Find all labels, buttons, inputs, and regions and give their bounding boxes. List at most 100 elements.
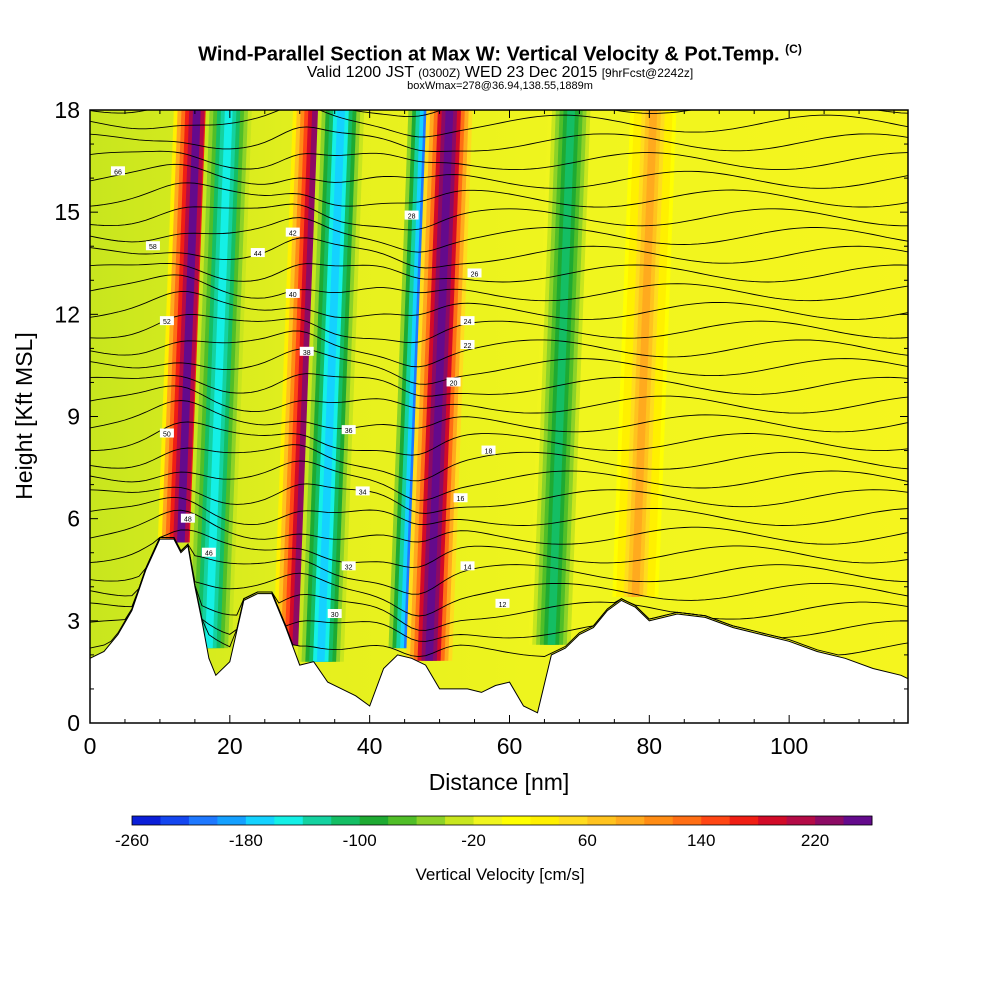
colorbar: -260 -180 -100 -20 60 140 220: [115, 815, 873, 850]
colorbar-tick-label: 140: [687, 831, 715, 850]
isentrope-label: 66: [114, 169, 122, 176]
colorbar-swatch: [843, 816, 873, 825]
isentrope-label: 48: [184, 517, 192, 524]
isentrope-label: 50: [163, 432, 171, 439]
colorbar-label: Vertical Velocity [cm/s]: [415, 865, 584, 884]
chart-title-block: Wind-Parallel Section at Max W: Vertical…: [0, 38, 1000, 92]
velocity-band-5: [425, 110, 454, 661]
isentrope-label-bg: [453, 493, 468, 503]
isentrope-line: [90, 400, 908, 433]
colorbar-tick-label: -100: [343, 831, 377, 850]
colorbar-swatch: [786, 816, 816, 825]
colorbar-swatch: [672, 816, 702, 825]
colorbar-tick-label: -260: [115, 831, 149, 850]
isentrope-label: 52: [163, 319, 171, 326]
colorbar-swatch: [530, 816, 560, 825]
colorbar-swatch: [188, 816, 218, 825]
copyright-mark: (C): [785, 42, 802, 56]
y-tick-label: 0: [67, 710, 80, 736]
isentrope-label: 16: [457, 496, 465, 503]
isentrope-label-bg: [201, 547, 216, 557]
x-tick-label: 100: [770, 733, 808, 759]
isentrope-line: [90, 313, 908, 344]
isentrope-label-bg: [495, 598, 510, 608]
isentrope-label-bg: [481, 445, 496, 455]
isentrope-line: [90, 74, 908, 94]
isentrope-labels: 66 58 52 50 48 46 44 42 40 38 36 34 32 30 28 26 24 22 20 18…: [110, 166, 510, 619]
plot-area: 66 58 52 50 48 46 44 42 40 38 36 34 32 30 28 26 24 22 20 18…: [90, 55, 908, 723]
colorbar-tick-label: -20: [461, 831, 486, 850]
isentrope-label-bg: [467, 268, 482, 278]
isentrope-label-bg: [341, 425, 356, 435]
isentrope-label-bg: [250, 248, 265, 258]
isentrope-label-bg: [460, 561, 475, 571]
isentrope-label: 32: [345, 564, 353, 571]
terrain-mask: [90, 538, 908, 723]
isentrope-line: [90, 529, 908, 569]
y-tick-label: 15: [54, 199, 80, 225]
colorbar-tick-label: 220: [801, 831, 829, 850]
isentrope-line: [90, 274, 908, 302]
colorbar-swatch: [359, 816, 389, 825]
isentrope-label: 26: [471, 271, 479, 278]
isentrope-line: [90, 496, 908, 526]
x-tick-label: 0: [84, 733, 97, 759]
isentrope-line: [90, 536, 908, 595]
colorbar-swatch: [615, 816, 645, 825]
colorbar-swatch: [587, 816, 617, 825]
colorbar-tick-label: 60: [578, 831, 597, 850]
colorbar-swatch: [701, 816, 731, 825]
isentrope-label: 22: [464, 343, 472, 350]
colorbar-swatch: [416, 816, 446, 825]
isentrope-line: [90, 262, 908, 283]
y-tick-label: 18: [54, 97, 80, 123]
isentrope-label-bg: [159, 428, 174, 438]
colorbar-swatch: [160, 816, 190, 825]
isentrope-line: [90, 163, 908, 189]
isentrope-line: [90, 182, 908, 208]
isentrope-line: [90, 460, 908, 501]
isentrope-label: 28: [408, 214, 416, 221]
colorbar-swatch: [815, 816, 845, 825]
colorbar-swatch: [331, 816, 361, 825]
colorbar-frame: [131, 815, 873, 826]
colorbar-swatch: [758, 816, 788, 825]
isentrope-label: 58: [149, 244, 157, 251]
y-tick-label: 6: [67, 506, 80, 532]
isentrope-line: [90, 126, 908, 152]
chart-subtitle: Valid 1200 JST (0300Z) WED 23 Dec 2015 […: [306, 63, 694, 81]
y-axis-label: Height [Kft MSL]: [11, 332, 37, 499]
colorbar-swatch: [302, 816, 332, 825]
isentrope-line: [90, 536, 908, 642]
isentrope-label-bg: [460, 316, 475, 326]
isentrope-line: [90, 444, 908, 482]
isentrope-label-bg: [446, 377, 461, 387]
colorbar-tick-label: -180: [229, 831, 263, 850]
isentrope-label-bg: [460, 339, 475, 349]
y-tick-label: 12: [54, 301, 80, 327]
colorbar-swatch: [445, 816, 475, 825]
y-tick-label: 9: [67, 404, 80, 430]
isentrope-label-bg: [341, 561, 356, 571]
isentrope-line: [90, 55, 908, 76]
velocity-band-6: [547, 110, 575, 645]
isentrope-label: 46: [205, 551, 213, 558]
isentrope-label-bg: [159, 316, 174, 326]
isentrope-label-bg: [285, 227, 300, 237]
isentrope-line: [90, 373, 908, 397]
isentrope-label-bg: [355, 486, 370, 496]
isentrope-label: 30: [331, 612, 339, 619]
isentrope-line: [90, 421, 908, 456]
colorbar-swatch: [132, 816, 161, 825]
isentrope-label: 44: [254, 251, 262, 258]
colorbar-swatch: [473, 816, 503, 825]
isentrope-line: [90, 348, 908, 385]
isentrope-label: 12: [499, 602, 507, 609]
isentrope-label-bg: [180, 513, 195, 523]
isentrope-label: 40: [289, 292, 297, 299]
colorbar-swatch: [558, 816, 588, 825]
isentrope-label: 14: [464, 564, 472, 571]
isentrope-line: [90, 203, 908, 231]
velocity-band-0: [177, 110, 201, 543]
